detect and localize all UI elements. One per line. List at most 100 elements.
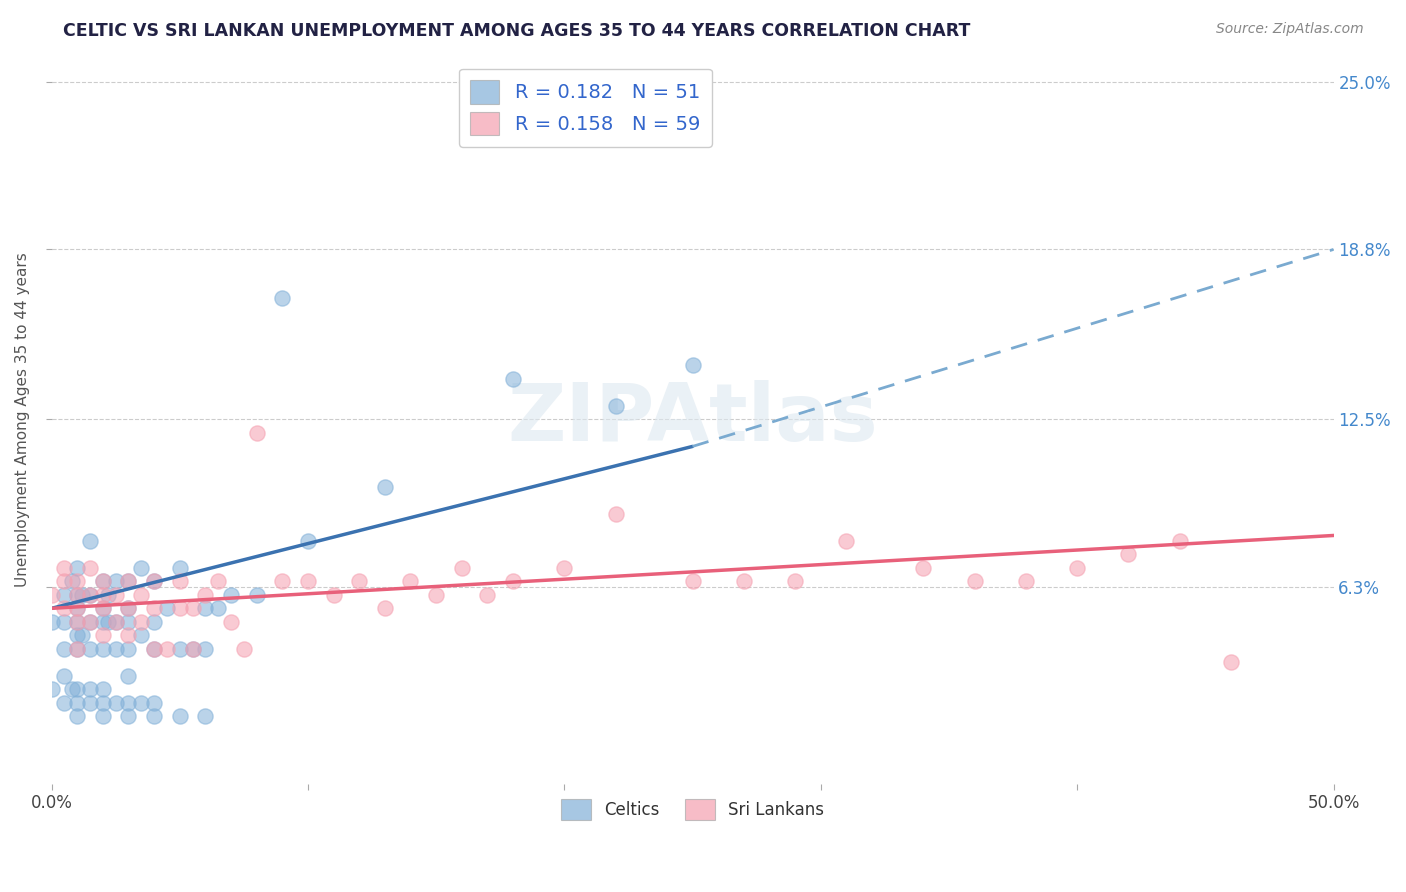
Point <box>66 628 89 642</box>
Text: ZIPAtlas: ZIPAtlas <box>508 380 877 458</box>
Point <box>79 615 101 629</box>
Point <box>117 601 139 615</box>
Point <box>835 533 858 548</box>
Point <box>79 561 101 575</box>
Point <box>169 601 191 615</box>
Point <box>156 601 179 615</box>
Point <box>104 641 127 656</box>
Point <box>53 574 76 589</box>
Point <box>117 628 139 642</box>
Point <box>322 588 344 602</box>
Point <box>41 588 63 602</box>
Point <box>169 641 191 656</box>
Point <box>66 588 89 602</box>
Point <box>502 372 524 386</box>
Point <box>53 601 76 615</box>
Point <box>72 588 94 602</box>
Point <box>1015 574 1038 589</box>
Point <box>246 425 269 440</box>
Point <box>66 641 89 656</box>
Text: Source: ZipAtlas.com: Source: ZipAtlas.com <box>1216 22 1364 37</box>
Point <box>79 533 101 548</box>
Point <box>66 588 89 602</box>
Point <box>91 588 114 602</box>
Point <box>60 682 83 697</box>
Point <box>143 709 166 723</box>
Point <box>104 574 127 589</box>
Point <box>1220 655 1243 669</box>
Point <box>271 291 294 305</box>
Point <box>129 696 152 710</box>
Point <box>53 696 76 710</box>
Point <box>53 588 76 602</box>
Point <box>53 615 76 629</box>
Point <box>66 615 89 629</box>
Point <box>91 601 114 615</box>
Point <box>97 615 120 629</box>
Point <box>53 669 76 683</box>
Point <box>912 561 935 575</box>
Legend: Celtics, Sri Lankans: Celtics, Sri Lankans <box>554 793 831 826</box>
Point <box>143 574 166 589</box>
Point <box>117 574 139 589</box>
Point <box>117 574 139 589</box>
Point <box>91 696 114 710</box>
Point <box>450 561 472 575</box>
Point <box>104 615 127 629</box>
Point <box>682 359 704 373</box>
Point <box>97 588 120 602</box>
Point <box>194 641 217 656</box>
Point <box>1066 561 1088 575</box>
Point <box>129 615 152 629</box>
Point <box>66 709 89 723</box>
Point <box>143 641 166 656</box>
Point <box>104 615 127 629</box>
Point <box>41 682 63 697</box>
Point <box>79 615 101 629</box>
Point <box>79 588 101 602</box>
Point <box>194 601 217 615</box>
Point <box>219 615 242 629</box>
Point <box>79 696 101 710</box>
Point <box>143 574 166 589</box>
Point <box>91 709 114 723</box>
Point <box>117 615 139 629</box>
Point <box>117 669 139 683</box>
Point <box>66 641 89 656</box>
Point <box>53 641 76 656</box>
Point <box>733 574 755 589</box>
Point <box>117 601 139 615</box>
Point <box>783 574 806 589</box>
Point <box>60 574 83 589</box>
Point <box>66 574 89 589</box>
Point <box>66 615 89 629</box>
Point <box>1118 547 1140 561</box>
Point <box>297 574 319 589</box>
Point <box>143 641 166 656</box>
Point <box>66 601 89 615</box>
Point <box>79 641 101 656</box>
Point <box>963 574 986 589</box>
Point <box>117 641 139 656</box>
Point <box>156 641 179 656</box>
Point <box>66 682 89 697</box>
Point <box>374 480 396 494</box>
Point <box>41 615 63 629</box>
Point <box>399 574 422 589</box>
Point <box>91 601 114 615</box>
Point <box>104 696 127 710</box>
Point <box>1168 533 1191 548</box>
Point <box>207 601 229 615</box>
Point <box>117 709 139 723</box>
Point <box>605 399 627 413</box>
Point <box>169 561 191 575</box>
Point <box>682 574 704 589</box>
Point <box>232 641 254 656</box>
Point <box>194 588 217 602</box>
Point <box>477 588 499 602</box>
Point <box>605 507 627 521</box>
Point <box>194 709 217 723</box>
Point <box>181 601 204 615</box>
Point <box>66 696 89 710</box>
Point <box>91 615 114 629</box>
